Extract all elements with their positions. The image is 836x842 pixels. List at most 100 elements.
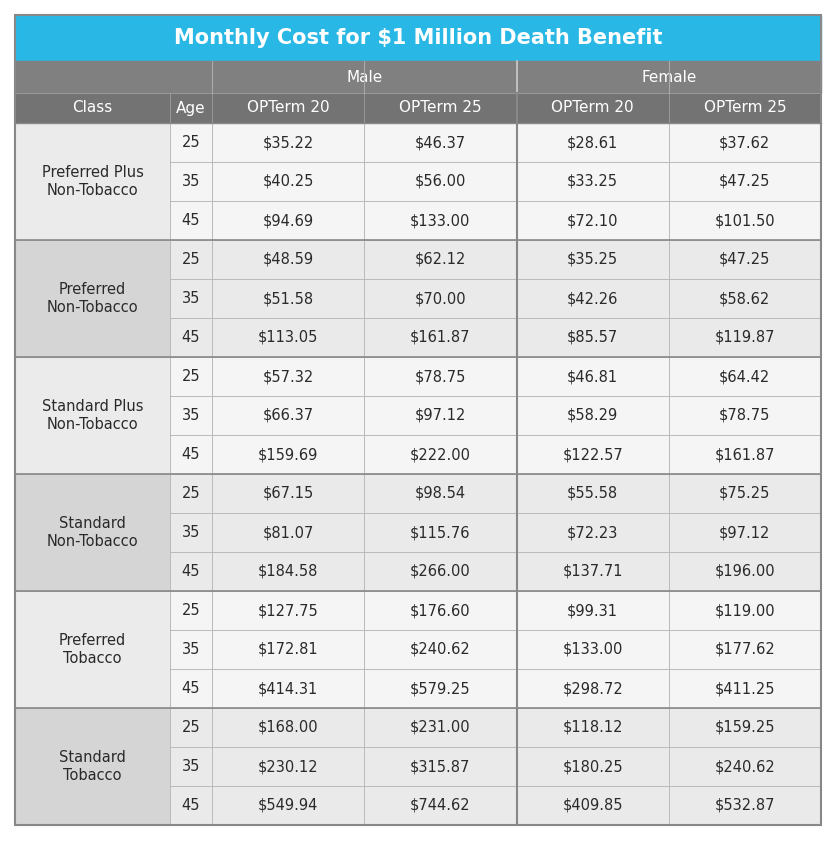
Text: $113.05: $113.05: [258, 330, 319, 345]
Text: $46.37: $46.37: [415, 135, 466, 150]
Bar: [517, 630, 669, 669]
Bar: [15, 708, 170, 825]
Bar: [669, 279, 821, 318]
Bar: [15, 61, 212, 93]
Bar: [517, 123, 669, 162]
Text: 45: 45: [181, 447, 201, 462]
Text: $119.87: $119.87: [715, 330, 775, 345]
Text: 45: 45: [181, 330, 201, 345]
Bar: [669, 357, 821, 396]
Bar: [517, 162, 669, 201]
Bar: [170, 396, 212, 435]
Text: $168.00: $168.00: [257, 720, 319, 735]
Text: $127.75: $127.75: [257, 603, 319, 618]
Bar: [170, 279, 212, 318]
Bar: [170, 201, 212, 240]
Text: $222.00: $222.00: [410, 447, 471, 462]
Text: $58.29: $58.29: [567, 408, 619, 423]
Text: Monthly Cost for $1 Million Death Benefit: Monthly Cost for $1 Million Death Benefi…: [174, 28, 662, 48]
Bar: [364, 240, 517, 279]
Text: Male: Male: [346, 70, 382, 84]
Text: Standard Plus
Non-Tobacco: Standard Plus Non-Tobacco: [42, 399, 143, 432]
Bar: [517, 396, 669, 435]
Text: $137.71: $137.71: [563, 564, 623, 579]
Bar: [669, 747, 821, 786]
Text: $56.00: $56.00: [415, 174, 466, 189]
Text: Female: Female: [641, 70, 696, 84]
Text: 25: 25: [181, 135, 201, 150]
Text: $75.25: $75.25: [719, 486, 771, 501]
Bar: [212, 396, 364, 435]
Bar: [517, 513, 669, 552]
Text: Class: Class: [73, 100, 113, 115]
Bar: [669, 708, 821, 747]
Text: $161.87: $161.87: [715, 447, 775, 462]
Text: 35: 35: [181, 759, 200, 774]
Text: $744.62: $744.62: [410, 798, 471, 813]
Text: $55.58: $55.58: [567, 486, 618, 501]
Bar: [212, 318, 364, 357]
Text: 35: 35: [181, 525, 200, 540]
Text: $266.00: $266.00: [410, 564, 471, 579]
Text: 25: 25: [181, 486, 201, 501]
Bar: [669, 513, 821, 552]
Bar: [364, 435, 517, 474]
Bar: [669, 786, 821, 825]
Bar: [212, 435, 364, 474]
Bar: [517, 669, 669, 708]
Text: 45: 45: [181, 564, 201, 579]
Bar: [364, 747, 517, 786]
Text: Standard
Non-Tobacco: Standard Non-Tobacco: [47, 516, 138, 549]
Text: $33.25: $33.25: [567, 174, 618, 189]
Text: $72.23: $72.23: [567, 525, 619, 540]
Bar: [517, 552, 669, 591]
Text: $35.25: $35.25: [567, 252, 618, 267]
Bar: [170, 162, 212, 201]
Bar: [364, 123, 517, 162]
Bar: [15, 240, 170, 357]
Text: $81.07: $81.07: [263, 525, 314, 540]
Bar: [170, 747, 212, 786]
Bar: [212, 279, 364, 318]
Bar: [212, 669, 364, 708]
Bar: [669, 396, 821, 435]
Text: Preferred
Non-Tobacco: Preferred Non-Tobacco: [47, 282, 138, 315]
Bar: [517, 357, 669, 396]
Bar: [170, 552, 212, 591]
Text: $414.31: $414.31: [258, 681, 319, 696]
Bar: [15, 474, 170, 591]
Text: $66.37: $66.37: [263, 408, 314, 423]
Text: $119.00: $119.00: [715, 603, 775, 618]
Bar: [212, 201, 364, 240]
Bar: [669, 435, 821, 474]
Bar: [15, 61, 821, 93]
Text: $133.00: $133.00: [410, 213, 471, 228]
Text: $409.85: $409.85: [563, 798, 623, 813]
Bar: [170, 123, 212, 162]
Text: $97.12: $97.12: [415, 408, 466, 423]
Text: $85.57: $85.57: [567, 330, 619, 345]
Bar: [364, 552, 517, 591]
Text: $184.58: $184.58: [258, 564, 319, 579]
Bar: [364, 279, 517, 318]
Text: Age: Age: [176, 100, 206, 115]
Bar: [517, 435, 669, 474]
Text: $78.75: $78.75: [415, 369, 466, 384]
Bar: [364, 162, 517, 201]
Text: $37.62: $37.62: [719, 135, 771, 150]
Bar: [364, 708, 517, 747]
Bar: [669, 552, 821, 591]
Text: $78.75: $78.75: [719, 408, 771, 423]
Text: OPTerm 20: OPTerm 20: [551, 100, 634, 115]
Bar: [364, 630, 517, 669]
Bar: [669, 162, 821, 201]
Text: $94.69: $94.69: [263, 213, 314, 228]
Bar: [364, 513, 517, 552]
Text: $46.81: $46.81: [567, 369, 618, 384]
Bar: [170, 708, 212, 747]
Bar: [170, 240, 212, 279]
Text: $118.12: $118.12: [563, 720, 623, 735]
Bar: [517, 708, 669, 747]
Bar: [517, 318, 669, 357]
Bar: [212, 591, 364, 630]
